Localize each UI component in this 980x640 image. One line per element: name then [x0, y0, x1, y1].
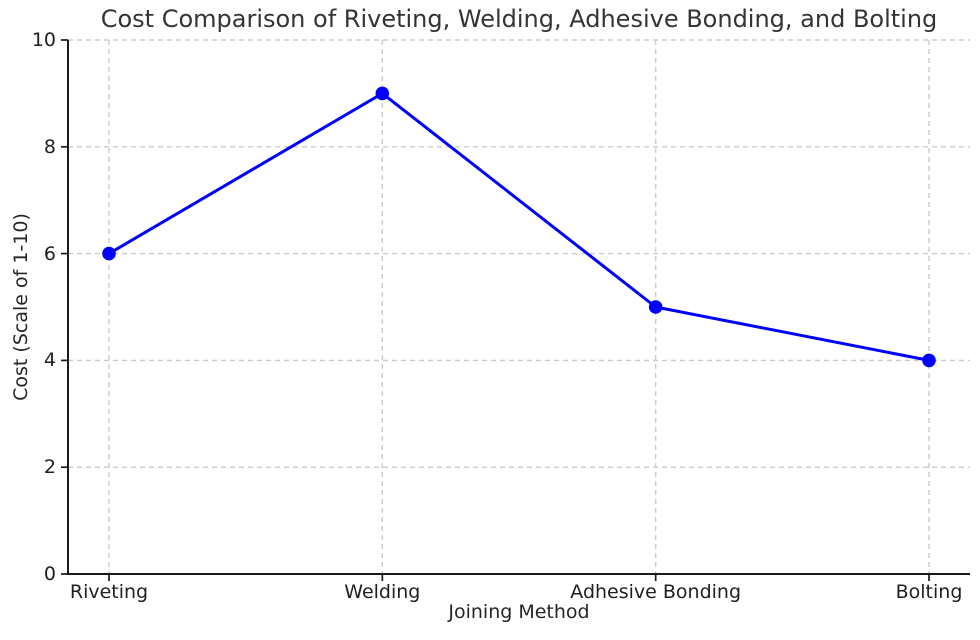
chart-title: Cost Comparison of Riveting, Welding, Ad…: [100, 5, 938, 33]
x-tick-label: Riveting: [69, 581, 149, 603]
y-tick-label: 2: [43, 456, 56, 479]
x-tick-label: Adhesive Bonding: [570, 581, 742, 603]
data-line: [107, 91, 931, 362]
y-tick-label: 8: [43, 135, 56, 158]
data-point-marker: [102, 246, 116, 261]
y-tick-label: 4: [43, 349, 56, 372]
data-point-marker: [648, 300, 663, 314]
data-point-marker: [375, 86, 390, 101]
x-tick-label: Welding: [344, 581, 421, 603]
y-tick-label: 10: [31, 29, 56, 51]
data-point-marker: [922, 353, 936, 368]
y-tick-label: 6: [43, 242, 56, 265]
y-tick-label: 0: [43, 563, 56, 585]
x-axis-label: Joining Method: [448, 601, 590, 623]
x-tick-label: Bolting: [895, 581, 963, 603]
